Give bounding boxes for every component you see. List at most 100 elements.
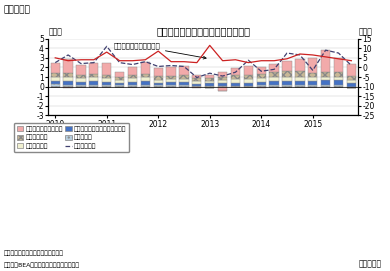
Bar [64, 59, 73, 73]
Bar [192, 81, 202, 84]
Bar [167, 67, 176, 76]
Text: （％）: （％） [49, 27, 63, 36]
Bar [102, 85, 112, 87]
Text: （％）: （％） [359, 27, 373, 36]
Bar [141, 81, 150, 85]
Bar [205, 81, 215, 83]
Bar [257, 79, 266, 82]
Bar [115, 85, 124, 87]
Bar [295, 71, 305, 76]
Bar [334, 72, 343, 76]
Bar [89, 78, 99, 81]
Bar [102, 79, 112, 82]
Bar [282, 71, 292, 76]
Bar [154, 83, 163, 85]
Bar [282, 61, 292, 71]
Bar [295, 85, 305, 87]
Legend: サービス（医療除く）, 医療サービス, 非耗久消費財, 耗久消費財（自動車関連除く）, 自動車関連, 実質個人消費: サービス（医療除く）, 医療サービス, 非耗久消費財, 耗久消費財（自動車関連除… [14, 123, 129, 152]
Bar [141, 85, 150, 87]
Bar [64, 73, 73, 77]
Bar [321, 85, 330, 87]
Bar [89, 81, 99, 85]
Bar [128, 75, 137, 79]
Bar [295, 59, 305, 71]
Bar [167, 79, 176, 82]
Bar [179, 75, 189, 79]
Bar [154, 76, 163, 80]
Bar [244, 86, 253, 87]
Bar [334, 76, 343, 80]
Bar [76, 79, 86, 82]
Bar [192, 78, 202, 81]
Bar [154, 85, 163, 87]
Bar [231, 86, 240, 87]
Bar [269, 78, 279, 81]
Bar [192, 86, 202, 87]
Bar [89, 74, 99, 78]
Bar [205, 86, 215, 87]
Text: 実質可処分所得（右軸）: 実質可処分所得（右軸） [113, 42, 206, 59]
Bar [154, 80, 163, 83]
Bar [244, 75, 253, 79]
Bar [218, 83, 227, 86]
Bar [51, 78, 60, 81]
Bar [295, 76, 305, 81]
Bar [64, 85, 73, 87]
Bar [347, 83, 356, 87]
Bar [128, 79, 137, 82]
Bar [218, 86, 227, 87]
Bar [89, 63, 99, 74]
Bar [115, 76, 124, 80]
Bar [179, 82, 189, 85]
Bar [308, 73, 317, 78]
Bar [179, 79, 189, 82]
Bar [115, 80, 124, 83]
Bar [347, 64, 356, 76]
Bar [76, 75, 86, 79]
Bar [128, 82, 137, 85]
Bar [76, 85, 86, 87]
Bar [218, 76, 227, 80]
Bar [257, 74, 266, 79]
Bar [308, 81, 317, 85]
Bar [51, 84, 60, 87]
Bar [347, 80, 356, 83]
Bar [51, 81, 60, 84]
Bar [231, 83, 240, 86]
Bar [192, 87, 202, 88]
Bar [231, 79, 240, 83]
Bar [218, 72, 227, 76]
Bar [115, 83, 124, 85]
Bar [102, 63, 112, 75]
Bar [257, 87, 266, 88]
Bar [141, 74, 150, 78]
Bar [218, 80, 227, 83]
Bar [141, 62, 150, 74]
Bar [321, 72, 330, 77]
Bar [115, 72, 124, 76]
Bar [334, 58, 343, 72]
Bar [205, 87, 215, 88]
Bar [321, 77, 330, 80]
Bar [76, 82, 86, 85]
Bar [51, 63, 60, 73]
Bar [269, 72, 279, 78]
Bar [282, 85, 292, 87]
Bar [334, 85, 343, 87]
Bar [321, 80, 330, 85]
Bar [179, 66, 189, 75]
Bar [167, 85, 176, 87]
Bar [257, 82, 266, 85]
Bar [308, 78, 317, 81]
Bar [269, 81, 279, 85]
Bar [347, 76, 356, 80]
Bar [244, 66, 253, 75]
Bar [244, 79, 253, 83]
Bar [282, 81, 292, 85]
Bar [205, 83, 215, 86]
Bar [231, 68, 240, 75]
Bar [282, 76, 292, 81]
Bar [218, 87, 227, 91]
Bar [205, 75, 215, 78]
Bar [244, 83, 253, 86]
